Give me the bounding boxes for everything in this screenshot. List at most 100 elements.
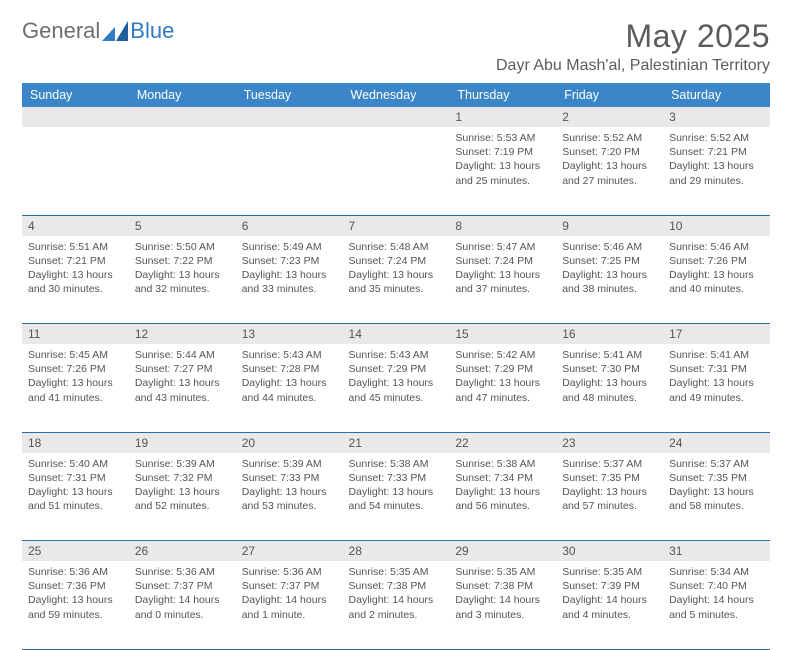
- day-number: 21: [343, 432, 450, 453]
- sunrise-text: Sunrise: 5:51 AM: [28, 240, 123, 254]
- daylight-text: Daylight: 14 hours: [455, 593, 550, 607]
- sunrise-text: Sunrise: 5:41 AM: [562, 348, 657, 362]
- daylight-text: and 1 minute.: [242, 608, 337, 622]
- day-number: 17: [663, 324, 770, 345]
- sunrise-text: Sunrise: 5:35 AM: [455, 565, 550, 579]
- sunrise-text: Sunrise: 5:37 AM: [562, 457, 657, 471]
- daylight-text: and 54 minutes.: [349, 499, 444, 513]
- sunrise-text: Sunrise: 5:36 AM: [242, 565, 337, 579]
- daylight-text: Daylight: 13 hours: [349, 268, 444, 282]
- day-number: 22: [449, 432, 556, 453]
- sunrise-text: Sunrise: 5:34 AM: [669, 565, 764, 579]
- day-cell: Sunrise: 5:36 AMSunset: 7:37 PMDaylight:…: [129, 561, 236, 649]
- day-cell: Sunrise: 5:53 AMSunset: 7:19 PMDaylight:…: [449, 127, 556, 215]
- day-number: [22, 107, 129, 127]
- day-cell: Sunrise: 5:52 AMSunset: 7:20 PMDaylight:…: [556, 127, 663, 215]
- sunrise-text: Sunrise: 5:46 AM: [669, 240, 764, 254]
- daylight-text: and 3 minutes.: [455, 608, 550, 622]
- day-cell: Sunrise: 5:41 AMSunset: 7:31 PMDaylight:…: [663, 344, 770, 432]
- day-number: 12: [129, 324, 236, 345]
- day-number: 31: [663, 541, 770, 562]
- sunset-text: Sunset: 7:33 PM: [242, 471, 337, 485]
- daylight-text: Daylight: 14 hours: [669, 593, 764, 607]
- day-cell: Sunrise: 5:39 AMSunset: 7:33 PMDaylight:…: [236, 453, 343, 541]
- sunset-text: Sunset: 7:39 PM: [562, 579, 657, 593]
- day-number: 29: [449, 541, 556, 562]
- daylight-text: Daylight: 13 hours: [242, 485, 337, 499]
- day-number: 8: [449, 215, 556, 236]
- sunrise-text: Sunrise: 5:40 AM: [28, 457, 123, 471]
- sunset-text: Sunset: 7:35 PM: [562, 471, 657, 485]
- day-cell: Sunrise: 5:37 AMSunset: 7:35 PMDaylight:…: [663, 453, 770, 541]
- sunset-text: Sunset: 7:26 PM: [28, 362, 123, 376]
- weekday-header: Wednesday: [343, 83, 450, 107]
- day-number: 27: [236, 541, 343, 562]
- daylight-text: Daylight: 13 hours: [28, 268, 123, 282]
- day-number: [129, 107, 236, 127]
- day-number: 14: [343, 324, 450, 345]
- day-number: 1: [449, 107, 556, 127]
- sunset-text: Sunset: 7:38 PM: [349, 579, 444, 593]
- daycontent-row: Sunrise: 5:53 AMSunset: 7:19 PMDaylight:…: [22, 127, 770, 215]
- day-cell: Sunrise: 5:43 AMSunset: 7:29 PMDaylight:…: [343, 344, 450, 432]
- day-number: 19: [129, 432, 236, 453]
- sunset-text: Sunset: 7:31 PM: [28, 471, 123, 485]
- daylight-text: and 47 minutes.: [455, 391, 550, 405]
- weekday-header: Thursday: [449, 83, 556, 107]
- sunset-text: Sunset: 7:35 PM: [669, 471, 764, 485]
- daynum-row: 11121314151617: [22, 324, 770, 345]
- sunrise-text: Sunrise: 5:38 AM: [349, 457, 444, 471]
- sunset-text: Sunset: 7:36 PM: [28, 579, 123, 593]
- daylight-text: Daylight: 13 hours: [669, 159, 764, 173]
- daylight-text: Daylight: 13 hours: [135, 485, 230, 499]
- daylight-text: and 53 minutes.: [242, 499, 337, 513]
- daycontent-row: Sunrise: 5:40 AMSunset: 7:31 PM Daylight:…: [22, 453, 770, 541]
- day-cell: Sunrise: 5:47 AMSunset: 7:24 PMDaylight:…: [449, 236, 556, 324]
- day-cell: Sunrise: 5:40 AMSunset: 7:31 PMDaylight:…: [22, 453, 129, 541]
- sunrise-text: Sunrise: 5:37 AM: [669, 457, 764, 471]
- daynum-row: 18192021222324: [22, 432, 770, 453]
- daylight-text: and 38 minutes.: [562, 282, 657, 296]
- day-number: 10: [663, 215, 770, 236]
- day-cell: [343, 127, 450, 215]
- day-cell: [22, 127, 129, 215]
- daylight-text: and 49 minutes.: [669, 391, 764, 405]
- day-number: 3: [663, 107, 770, 127]
- daylight-text: Daylight: 13 hours: [455, 485, 550, 499]
- daylight-text: and 41 minutes.: [28, 391, 123, 405]
- daylight-text: and 44 minutes.: [242, 391, 337, 405]
- daylight-text: Daylight: 13 hours: [28, 593, 123, 607]
- sunrise-text: Sunrise: 5:43 AM: [242, 348, 337, 362]
- daylight-text: and 25 minutes.: [455, 174, 550, 188]
- sunset-text: Sunset: 7:26 PM: [669, 254, 764, 268]
- sunset-text: Sunset: 7:29 PM: [455, 362, 550, 376]
- daylight-text: Daylight: 13 hours: [455, 376, 550, 390]
- sunset-text: Sunset: 7:31 PM: [669, 362, 764, 376]
- daylight-text: Daylight: 13 hours: [349, 376, 444, 390]
- sunrise-text: Sunrise: 5:53 AM: [455, 131, 550, 145]
- sunset-text: Sunset: 7:37 PM: [242, 579, 337, 593]
- day-number: 16: [556, 324, 663, 345]
- day-cell: Sunrise: 5:46 AMSunset: 7:26 PMDaylight:…: [663, 236, 770, 324]
- day-cell: Sunrise: 5:41 AMSunset: 7:30 PMDaylight:…: [556, 344, 663, 432]
- daylight-text: Daylight: 13 hours: [135, 376, 230, 390]
- day-number: [343, 107, 450, 127]
- day-number: 25: [22, 541, 129, 562]
- day-number: 30: [556, 541, 663, 562]
- day-cell: Sunrise: 5:44 AMSunset: 7:27 PMDaylight:…: [129, 344, 236, 432]
- day-number: 20: [236, 432, 343, 453]
- sunrise-text: Sunrise: 5:48 AM: [349, 240, 444, 254]
- sunset-text: Sunset: 7:37 PM: [135, 579, 230, 593]
- weekday-header: Monday: [129, 83, 236, 107]
- sunset-text: Sunset: 7:21 PM: [28, 254, 123, 268]
- day-number: 28: [343, 541, 450, 562]
- daylight-text: Daylight: 13 hours: [349, 485, 444, 499]
- location-subtitle: Dayr Abu Mash'al, Palestinian Territory: [496, 57, 770, 75]
- day-cell: Sunrise: 5:35 AMSunset: 7:39 PMDaylight:…: [556, 561, 663, 649]
- day-number: 11: [22, 324, 129, 345]
- daylight-text: and 43 minutes.: [135, 391, 230, 405]
- daylight-text: and 56 minutes.: [455, 499, 550, 513]
- sunset-text: Sunset: 7:28 PM: [242, 362, 337, 376]
- daylight-text: and 5 minutes.: [669, 608, 764, 622]
- sunset-text: Sunset: 7:24 PM: [455, 254, 550, 268]
